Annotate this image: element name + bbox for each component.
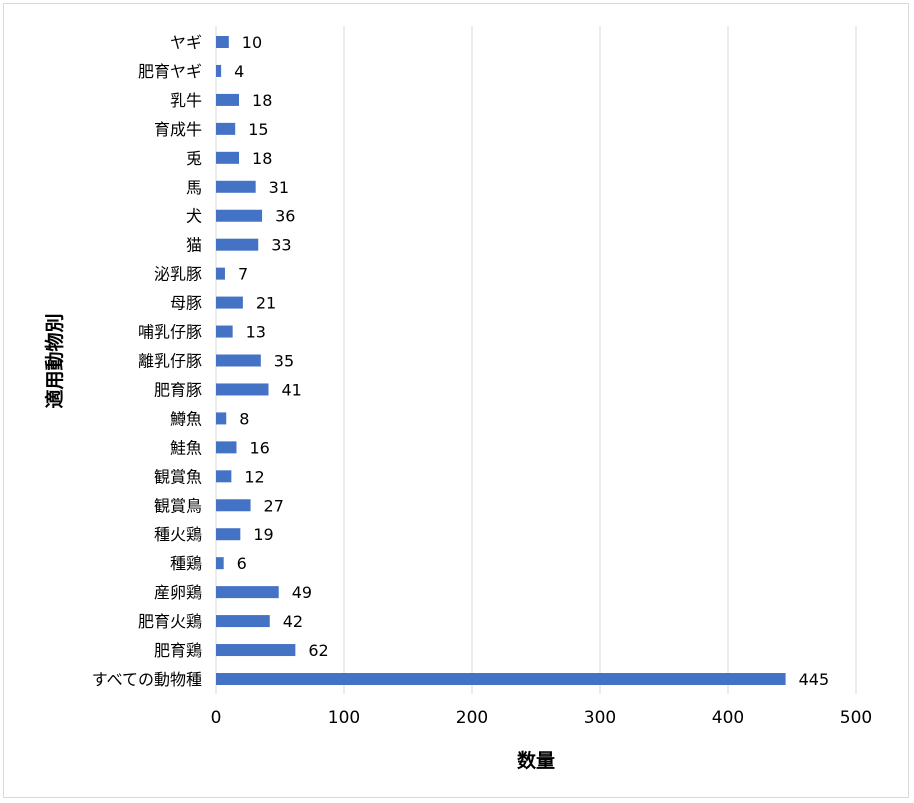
data-label: 8	[239, 409, 249, 428]
category-label: 鱒魚	[170, 409, 202, 428]
category-label: 肥育火鶏	[138, 612, 202, 631]
category-label: 鮭魚	[170, 438, 202, 457]
bar-chart: ヤギ肥育ヤギ乳牛育成牛兎馬犬猫泌乳豚母豚哺乳仔豚離乳仔豚肥育豚鱒魚鮭魚観賞魚観賞…	[43, 26, 873, 772]
category-label: 兎	[186, 149, 202, 168]
y-axis-title: 適用動物別	[43, 313, 66, 408]
bar	[216, 615, 270, 628]
bar	[216, 238, 259, 251]
bar	[216, 383, 269, 396]
bars	[216, 36, 786, 685]
x-tick-label: 100	[328, 708, 360, 728]
category-label: 肥育ヤギ	[138, 62, 202, 81]
data-label: 49	[292, 583, 312, 602]
category-label: 犬	[186, 207, 202, 226]
category-label: 母豚	[170, 294, 202, 313]
bar	[216, 180, 256, 193]
x-tick-label: 200	[456, 708, 488, 728]
category-label: 産卵鶏	[154, 583, 202, 602]
data-label: 36	[275, 207, 295, 226]
category-label: 種火鶏	[154, 525, 202, 544]
bar	[216, 325, 233, 338]
x-tick-label: 0	[211, 708, 222, 728]
category-label: 馬	[186, 178, 202, 197]
data-label: 33	[271, 236, 291, 255]
x-tick-labels: 0 100 200 300 400 500	[211, 708, 873, 728]
bar	[216, 151, 240, 164]
bar	[216, 499, 251, 512]
data-label: 6	[237, 554, 247, 573]
x-tick-label: 300	[584, 708, 616, 728]
data-label: 16	[249, 438, 269, 457]
category-label: 肥育鶏	[154, 641, 202, 660]
bar	[216, 122, 236, 135]
bar	[216, 36, 229, 48]
data-label: 10	[242, 33, 262, 52]
bar	[216, 470, 232, 483]
bar	[216, 586, 279, 599]
bar	[216, 557, 224, 570]
bar	[216, 441, 237, 454]
data-label: 13	[246, 323, 266, 342]
category-labels: ヤギ肥育ヤギ乳牛育成牛兎馬犬猫泌乳豚母豚哺乳仔豚離乳仔豚肥育豚鱒魚鮭魚観賞魚観賞…	[92, 33, 202, 689]
data-label: 18	[252, 149, 272, 168]
chart-frame: ヤギ肥育ヤギ乳牛育成牛兎馬犬猫泌乳豚母豚哺乳仔豚離乳仔豚肥育豚鱒魚鮭魚観賞魚観賞…	[3, 3, 909, 798]
data-label: 7	[238, 265, 248, 284]
value-labels: 1041815183136337211335418161227196494262…	[234, 33, 829, 689]
bar	[216, 267, 225, 280]
category-label: 猫	[186, 236, 202, 255]
x-axis-title: 数量	[517, 749, 555, 772]
category-label: すべての動物種	[92, 670, 202, 689]
bar	[216, 528, 241, 541]
data-label: 15	[248, 120, 268, 139]
x-tick-label: 500	[840, 708, 872, 728]
category-label: 哺乳仔豚	[138, 323, 202, 342]
bar	[216, 644, 296, 657]
category-label: 離乳仔豚	[138, 352, 202, 371]
data-label: 12	[244, 467, 264, 486]
bar	[216, 354, 261, 367]
category-label: 観賞鳥	[154, 496, 202, 515]
data-label: 27	[264, 496, 284, 515]
x-tick-label: 400	[712, 708, 744, 728]
bar	[216, 673, 786, 685]
bar	[216, 93, 240, 106]
data-label: 35	[274, 352, 294, 371]
category-label: 肥育豚	[154, 380, 202, 399]
data-label: 21	[256, 294, 276, 313]
category-label: 泌乳豚	[154, 265, 202, 284]
data-label: 4	[234, 62, 244, 81]
category-label: 種鶏	[170, 554, 202, 573]
category-label: 乳牛	[170, 91, 202, 110]
bar	[216, 209, 263, 222]
data-label: 42	[283, 612, 303, 631]
category-label: ヤギ	[170, 33, 202, 52]
data-label: 62	[308, 641, 328, 660]
category-label: 観賞魚	[154, 467, 202, 486]
category-label: 育成牛	[154, 120, 202, 139]
data-label: 41	[281, 380, 301, 399]
bar	[216, 64, 222, 77]
bar	[216, 412, 227, 425]
data-label: 31	[269, 178, 289, 197]
bar	[216, 296, 243, 309]
data-label: 19	[253, 525, 273, 544]
data-label: 445	[799, 670, 830, 689]
data-label: 18	[252, 91, 272, 110]
